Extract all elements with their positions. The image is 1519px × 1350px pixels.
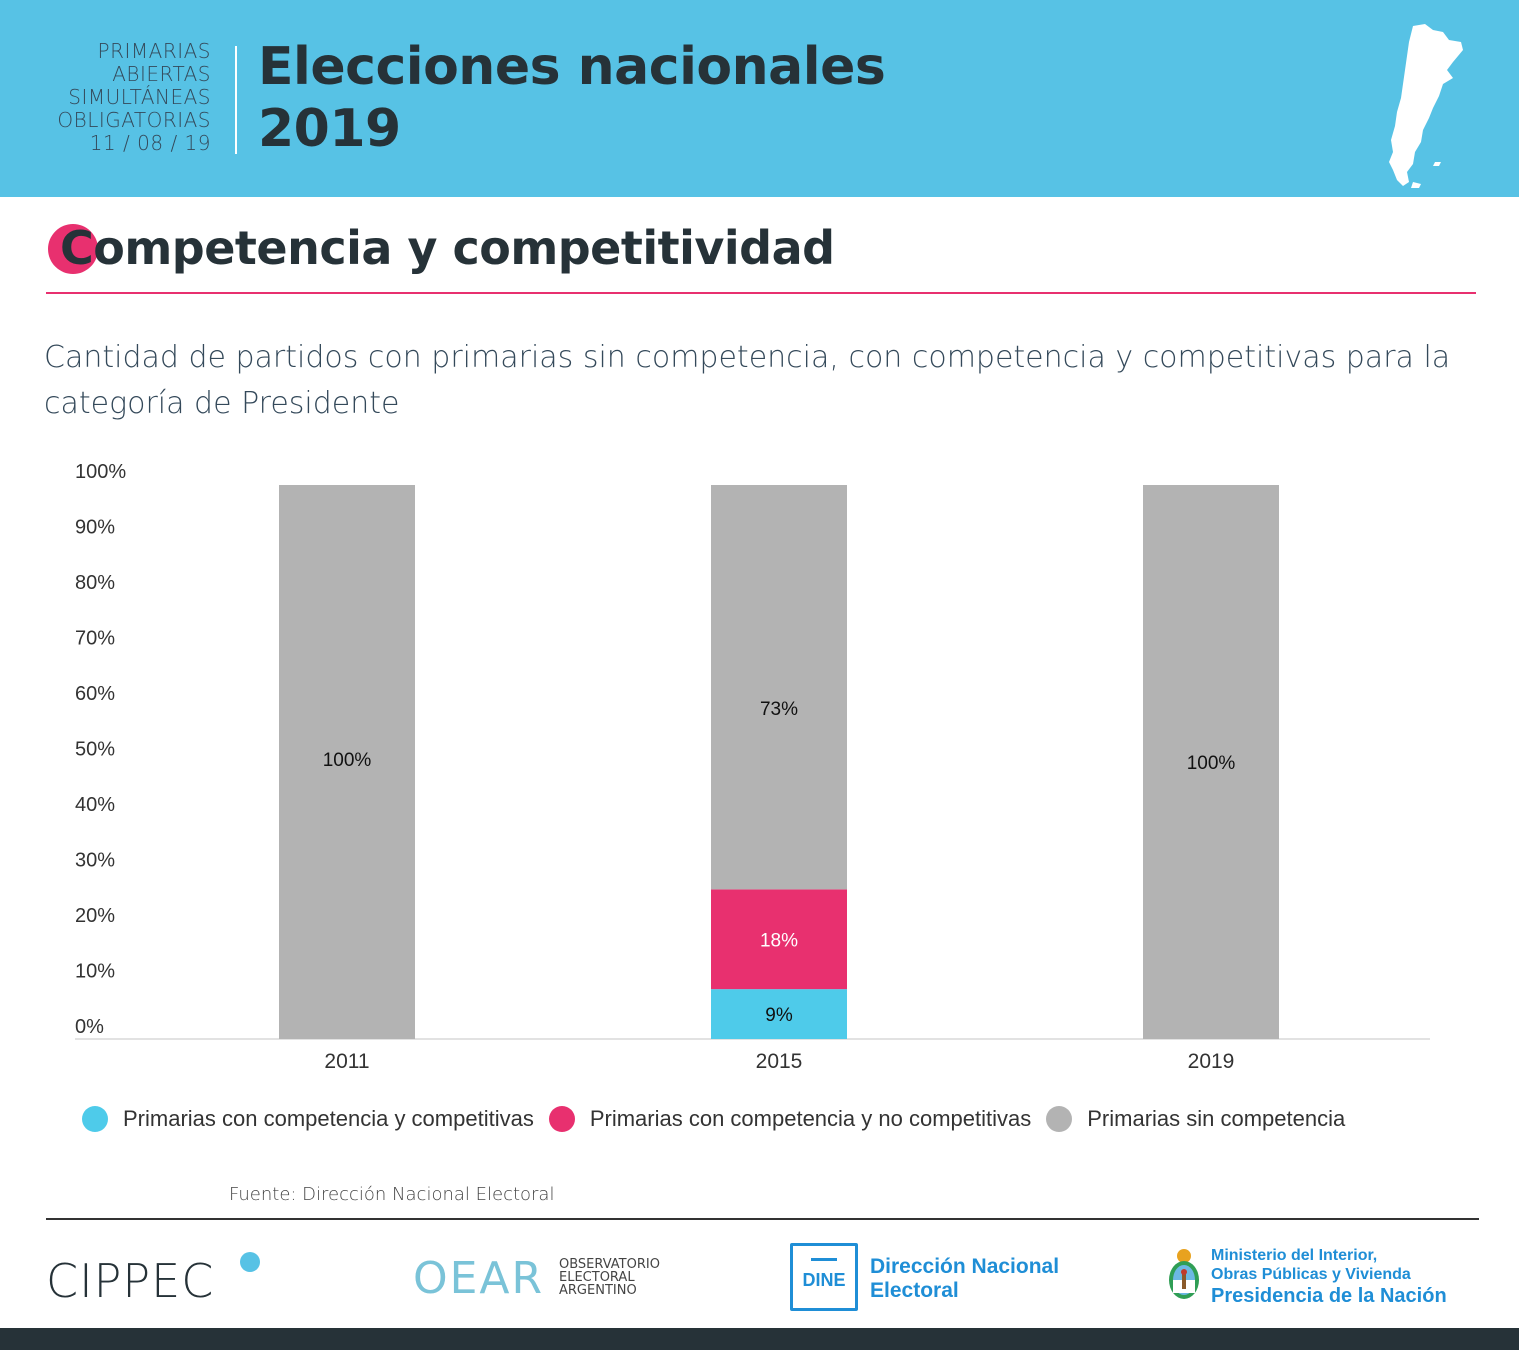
- legend-label: Primarias sin competencia: [1087, 1106, 1346, 1131]
- y-tick-label: 70%: [75, 628, 115, 650]
- paso-line: ABIERTAS: [112, 62, 211, 86]
- cippec-logo: CIPPEC: [46, 1252, 260, 1308]
- bar-segment: [711, 889, 847, 990]
- oear-subtext-line: ELECTORAL: [559, 1270, 635, 1285]
- cippec-logo-text: CIPPEC: [46, 1254, 215, 1308]
- bar-segment: [1143, 485, 1279, 1039]
- oear-logo-text: OEAR: [413, 1253, 545, 1304]
- y-tick-label: 80%: [75, 572, 115, 594]
- legend-label: Primarias con competencia y competitivas: [123, 1106, 534, 1131]
- bar-segment: [711, 485, 847, 890]
- legend-item-competitivas: Primarias con competencia y competitivas: [82, 1106, 534, 1132]
- section-bullet-icon: [48, 224, 98, 274]
- page-title: Elecciones nacionales 2019: [258, 36, 886, 160]
- presidencia-line: Presidencia de la Nación: [1211, 1285, 1447, 1307]
- header-divider: [235, 46, 237, 154]
- legend-item-no-competitivas: Primarias con competencia y no competiti…: [548, 1106, 1032, 1132]
- paso-line: SIMULTÁNEAS: [68, 85, 211, 109]
- data-label: 100%: [1187, 753, 1236, 774]
- source-note: Fuente: Dirección Nacional Electoral: [229, 1184, 555, 1205]
- data-label: 18%: [760, 930, 798, 951]
- dine-name: Dirección Nacional Electoral: [870, 1255, 1059, 1303]
- argentina-map-icon: [1389, 24, 1463, 188]
- chart-title: Cantidad de partidos con primarias sin c…: [44, 340, 1451, 421]
- data-label: 100%: [323, 750, 372, 771]
- data-label: 73%: [760, 699, 798, 720]
- legend-swatch: [82, 1106, 108, 1132]
- dine-name-line: Electoral: [870, 1279, 959, 1302]
- y-tick-label: 100%: [75, 461, 126, 483]
- legend-swatch: [1046, 1106, 1073, 1132]
- legend-swatch: [548, 1106, 575, 1132]
- legend-item-sin-competencia: Primarias sin competencia: [1046, 1106, 1345, 1132]
- bar-segment: [279, 485, 415, 1039]
- y-tick-label: 40%: [75, 794, 115, 816]
- page-title-line1: Elecciones nacionales: [258, 37, 886, 97]
- chart-legend: Primarias con competencia y competitivas…: [82, 1104, 1360, 1134]
- paso-line: PRIMARIAS: [97, 39, 211, 63]
- footer-bar: [0, 1328, 1519, 1350]
- dine-logo-bar: [811, 1258, 837, 1261]
- dine-name-line: Dirección Nacional: [870, 1255, 1060, 1278]
- footer-divider: [46, 1218, 1479, 1220]
- coat-of-arms-icon: [1169, 1249, 1199, 1299]
- y-tick-label: 20%: [75, 905, 115, 927]
- header-banner: PRIMARIAS ABIERTAS SIMULTÁNEAS OBLIGATOR…: [0, 0, 1519, 197]
- ministry-line: Ministerio del Interior,: [1211, 1247, 1378, 1264]
- section-divider: [46, 292, 1476, 294]
- y-tick-label: 0%: [75, 1016, 104, 1038]
- paso-label: PRIMARIAS ABIERTAS SIMULTÁNEAS OBLIGATOR…: [57, 40, 211, 155]
- cippec-badge-icon: [240, 1252, 260, 1272]
- x-tick-label: 2011: [324, 1050, 369, 1073]
- paso-line: OBLIGATORIAS: [57, 108, 211, 132]
- y-tick-label: 50%: [75, 739, 115, 761]
- ministry-text: Ministerio del Interior, Obras Públicas …: [1211, 1246, 1447, 1308]
- oear-subtext-line: ARGENTINO: [559, 1283, 637, 1298]
- section-title-text: Competencia y competitividad: [60, 221, 835, 275]
- page-title-line2: 2019: [258, 99, 401, 159]
- x-tick-label: 2019: [1188, 1050, 1235, 1073]
- legend-label: Primarias con competencia y no competiti…: [589, 1106, 1032, 1131]
- y-tick-label: 90%: [75, 517, 115, 539]
- oear-subtext-line: OBSERVATORIO: [559, 1257, 660, 1272]
- paso-date: 11 / 08 / 19: [89, 131, 211, 155]
- dine-logo-box: DINE: [790, 1243, 858, 1311]
- bar-segment: [711, 989, 847, 1039]
- x-tick-label: 2015: [756, 1050, 803, 1073]
- ministry-line: Obras Públicas y Vivienda: [1211, 1266, 1411, 1283]
- y-tick-label: 60%: [75, 683, 115, 705]
- data-label: 9%: [765, 1005, 793, 1026]
- y-tick-label: 30%: [75, 850, 115, 872]
- dine-logo-text: DINE: [802, 1270, 846, 1290]
- oear-logo-subtext: OBSERVATORIO ELECTORAL ARGENTINO: [559, 1258, 660, 1297]
- y-tick-label: 10%: [75, 961, 115, 983]
- stacked-bar-chart: 0% 10% 20% 30% 40% 50% 60% 70% 80% 90% 100% 100% 201…: [75, 461, 1430, 1073]
